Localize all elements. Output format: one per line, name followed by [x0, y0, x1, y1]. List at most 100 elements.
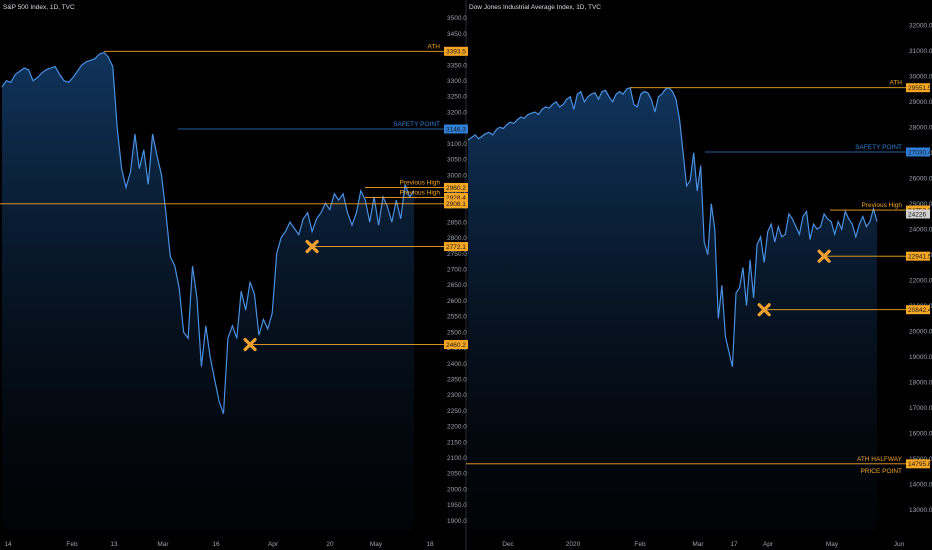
price-badge — [444, 46, 468, 56]
price-badge-label: 29551.5 — [908, 85, 932, 92]
price-badge — [906, 83, 930, 93]
y-tick-label: 2850.0 — [447, 219, 467, 226]
y-tick-label: 2300.0 — [447, 392, 467, 399]
level-label: Previous High — [400, 179, 441, 186]
y-tick-label: 2700.0 — [447, 267, 467, 274]
y-tick-label: 2800.0 — [447, 235, 467, 242]
current-price-badge: 24226 — [906, 209, 930, 219]
price-badge — [444, 340, 468, 350]
y-tick-label: 17000.0 — [909, 405, 932, 412]
price-badge — [444, 182, 468, 192]
price-badge-label: 2460.2 — [446, 342, 466, 349]
level-line-group: 2460.2 — [250, 340, 468, 350]
price-badge — [444, 199, 468, 209]
level-line-group: 20842.4 — [764, 305, 932, 315]
y-tick-label: 20000.0 — [909, 328, 932, 335]
price-line — [1, 51, 415, 414]
y-tick-label: 1900.0 — [447, 518, 467, 525]
x-tick-label: Mar — [692, 541, 704, 548]
y-tick-label: 3050.0 — [447, 157, 467, 164]
x-tick-label: Apr — [268, 541, 279, 548]
y-tick-label: 2100.0 — [447, 455, 467, 462]
dow-jones-panel[interactable]: 13000.014000.015000.016000.017000.018000… — [466, 4, 932, 548]
x-tick-label: 16 — [212, 541, 220, 548]
price-badge-label: 27030.4 — [908, 149, 932, 156]
price-badge-label: 20842.4 — [908, 307, 932, 314]
level-line-group: SAFETY POINT 3146.3 — [178, 121, 468, 134]
chart-title: S&P 500 Index, 1D, TVC — [3, 4, 75, 11]
y-tick-label: 2650.0 — [447, 282, 467, 289]
level-line-group: SAFETY POINT 27030.4 — [705, 144, 932, 157]
y-tick-label: 2050.0 — [447, 471, 467, 478]
price-badge — [444, 192, 468, 202]
sp500-panel[interactable]: 1900.0 1950.0 2000.0 2050.0 2100.0 2150.0 2200… — [0, 4, 468, 548]
level-label: ATH — [427, 43, 440, 50]
x-marker-stroke — [757, 303, 771, 317]
y-tick-label: 1950.0 — [447, 502, 467, 509]
level-label: SAFETY POINT — [855, 144, 902, 151]
price-badge-label: 2960.2 — [446, 185, 466, 192]
x-marker-stroke — [243, 337, 257, 352]
x-tick-label: May — [370, 541, 383, 548]
y-tick-label: 2350.0 — [447, 376, 467, 383]
y-tick-label: 2000.0 — [447, 486, 467, 493]
y-tick-label: 3000.0 — [447, 172, 467, 179]
y-tick-label: 19000.0 — [909, 354, 932, 361]
y-tick-label: 3300.0 — [447, 78, 467, 85]
price-badge-label: 14795.8 — [908, 461, 932, 468]
price-badge-label: 2928.4 — [446, 195, 466, 202]
y-tick-label: 32000.0 — [909, 23, 932, 30]
level-line-group: 2908.1 — [0, 199, 468, 209]
y-tick-label: 3350.0 — [447, 62, 467, 69]
price-badge-label: 3393.5 — [446, 49, 466, 56]
y-tick-label: 3450.0 — [447, 31, 467, 38]
price-badge — [906, 459, 930, 469]
y-tick-label: 25000.0 — [909, 201, 932, 208]
level-line-group: 22941.5 — [824, 251, 932, 261]
y-tick-label: 22000.0 — [909, 277, 932, 284]
level-line-group: 2772.1 — [312, 242, 468, 252]
x-marker — [757, 303, 771, 317]
price-badge — [906, 251, 930, 261]
current-price-badge-box — [906, 209, 930, 219]
price-area-fill — [468, 87, 877, 530]
level-label: ATH — [889, 80, 902, 87]
x-axis: Dec 2020 Feb Mar 17 Apr May Jun — [502, 541, 904, 548]
level-label: PRICE POINT — [860, 468, 902, 475]
y-tick-label: 2750.0 — [447, 251, 467, 258]
level-line-group: Previous High 2928.4 — [365, 189, 468, 202]
x-tick-label: May — [826, 541, 839, 548]
x-marker-stroke — [817, 249, 831, 263]
x-tick-label: Dec — [502, 541, 514, 548]
level-line-group: ATH 3393.5 — [103, 43, 468, 56]
y-tick-label: 2150.0 — [447, 439, 467, 446]
x-marker — [305, 239, 319, 254]
y-tick-label: 2400.0 — [447, 361, 467, 368]
x-marker-stroke — [305, 239, 319, 254]
price-badge — [444, 124, 468, 134]
y-tick-label: 13000.0 — [909, 507, 932, 514]
x-tick-label: Apr — [763, 541, 774, 548]
x-tick-label: 2020 — [566, 541, 581, 548]
y-tick-label: 29000.0 — [909, 99, 932, 106]
level-label: SAFETY POINT — [393, 121, 440, 128]
y-tick-label: 28000.0 — [909, 125, 932, 132]
price-badge-label: 22941.5 — [908, 253, 932, 260]
y-tick-label: 3500.0 — [447, 15, 467, 22]
y-tick-label: 18000.0 — [909, 379, 932, 386]
price-line — [467, 86, 878, 368]
level-label: Previous High — [862, 202, 903, 209]
current-price-badge-label: 24226 — [908, 211, 926, 218]
y-tick-label: 2250.0 — [447, 408, 467, 415]
price-badge — [444, 242, 468, 252]
price-badge-label: 2772.1 — [446, 244, 466, 251]
y-tick-label: 2550.0 — [447, 314, 467, 321]
price-area-fill — [2, 52, 414, 531]
y-tick-label: 3200.0 — [447, 109, 467, 116]
x-tick-label: 17 — [730, 541, 738, 548]
level-line-group: ATH 29551.5 — [630, 80, 932, 93]
x-tick-label: 20 — [326, 541, 334, 548]
x-tick-label: 13 — [110, 541, 118, 548]
chart-title: Dow Jones Industrial Average Index, 1D, … — [469, 4, 601, 11]
price-badge — [906, 305, 930, 315]
